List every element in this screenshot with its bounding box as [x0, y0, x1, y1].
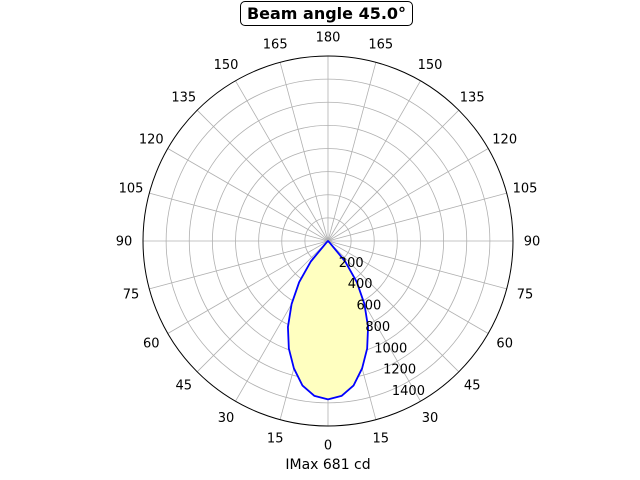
angle-tick-label: 150	[214, 58, 239, 73]
angular-gridline	[167, 148, 329, 242]
angular-gridline	[149, 240, 329, 290]
angle-tick-label: 120	[139, 133, 164, 148]
angle-tick-label: 90	[524, 235, 541, 250]
angle-tick-label: 75	[123, 287, 140, 302]
angle-tick-label: 60	[496, 337, 513, 352]
angle-tick-label: 30	[422, 411, 439, 426]
chart-title: Beam angle 45.0°	[240, 1, 413, 26]
angle-tick-label: 60	[143, 337, 160, 352]
radial-tick-label: 800	[365, 320, 390, 335]
radial-tick-label: 200	[339, 256, 364, 271]
radial-tick-label: 1000	[374, 341, 407, 356]
angular-gridline	[327, 148, 489, 242]
angular-gridline	[327, 62, 377, 242]
angular-gridline	[327, 240, 507, 290]
angular-gridline	[327, 80, 421, 242]
angle-tick-label: 15	[373, 432, 390, 447]
angular-gridline	[167, 240, 329, 334]
angular-gridline	[196, 240, 329, 373]
x-axis-label: IMax 681 cd	[285, 457, 371, 473]
series-layer	[287, 240, 369, 401]
polar-frame	[142, 55, 514, 427]
tick-labels: 0 15 30 45 60 75 90 105 120 135 150 165 180 165 150 135…	[116, 31, 541, 454]
angular-gridline	[327, 109, 460, 242]
angle-tick-label: 45	[176, 379, 193, 394]
angle-tick-label: 75	[517, 287, 534, 302]
angle-tick-label: 0	[324, 439, 332, 454]
angle-tick-label: 135	[460, 90, 485, 105]
angle-tick-label: 105	[513, 182, 538, 197]
angular-gridline	[327, 192, 507, 242]
angle-tick-label: 150	[418, 58, 443, 73]
angle-tick-label: 165	[368, 38, 393, 53]
angle-tick-label: 30	[218, 411, 235, 426]
angular-gridline	[327, 240, 489, 334]
series-fill	[287, 241, 369, 400]
radial-tick-label: 1200	[383, 363, 416, 378]
angular-gridline	[279, 62, 329, 242]
angle-tick-label: 105	[119, 182, 144, 197]
angle-tick-label: 180	[316, 31, 341, 46]
angular-gridline	[327, 240, 460, 373]
angle-tick-label: 165	[263, 38, 288, 53]
angle-tick-label: 15	[267, 432, 284, 447]
series-line	[287, 240, 369, 401]
radial-tick-label: 400	[348, 277, 373, 292]
angle-tick-label: 90	[116, 235, 133, 250]
radial-tick-label: 1400	[392, 384, 425, 399]
angle-tick-label: 120	[492, 133, 517, 148]
angular-gridline	[235, 80, 329, 242]
angle-tick-label: 45	[464, 379, 481, 394]
angle-tick-label: 135	[171, 90, 196, 105]
radial-tick-label: 600	[357, 299, 382, 314]
angular-gridline	[196, 109, 329, 242]
angular-gridline	[149, 192, 329, 242]
